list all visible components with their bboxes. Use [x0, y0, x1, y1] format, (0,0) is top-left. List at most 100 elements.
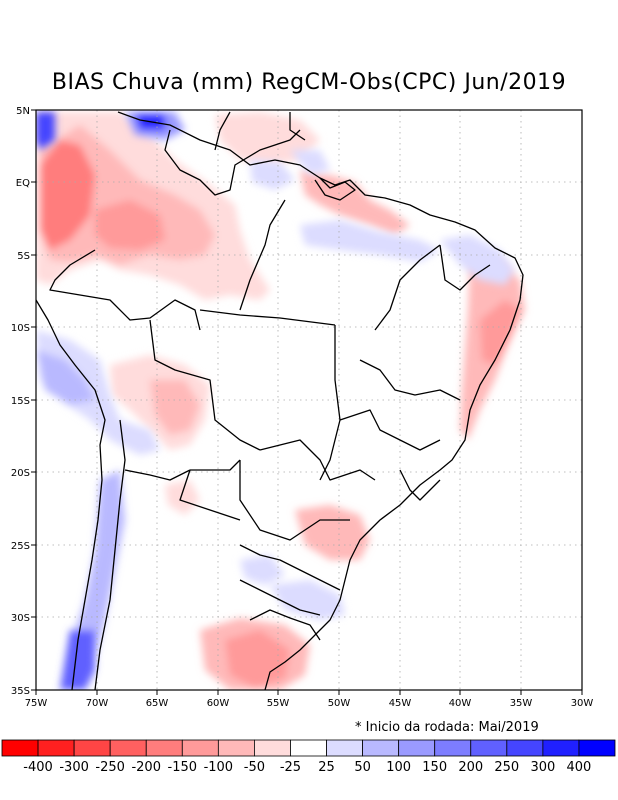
border-state-14 [239, 579, 321, 616]
colorbar-label: 250 [494, 760, 519, 775]
colorbar-box [326, 739, 363, 757]
border-state-1 [199, 309, 336, 326]
colorbar-boxes [1, 739, 616, 757]
border-state-4 [149, 319, 261, 451]
bias-patch-amapa-east [250, 160, 295, 190]
border-state-15 [249, 609, 321, 641]
colorbar-box [578, 739, 616, 757]
lat-label: 30S [11, 613, 30, 624]
border-state-16 [124, 469, 191, 481]
lon-label: 55W [267, 698, 290, 709]
coastline-and-borders [36, 111, 524, 690]
colorbar-label: 50 [354, 760, 371, 775]
lon-label: 45W [389, 698, 412, 709]
colorbar-box [254, 739, 291, 757]
lat-label: 15S [11, 396, 30, 407]
andes-border [94, 419, 126, 690]
lat-label: 25S [11, 541, 30, 552]
border-state-11 [190, 459, 241, 471]
amazon-delta [314, 177, 356, 201]
lon-label: 60W [207, 698, 230, 709]
colorbar: -400 -300 -250 -200 -150 -100 -50 -25 25… [1, 739, 616, 775]
colorbar-labels: -400 -300 -250 -200 -150 -100 -50 -25 25… [23, 760, 591, 775]
border-state-8 [359, 359, 461, 401]
colorbar-box [181, 739, 219, 757]
border-state-9 [339, 409, 441, 451]
lat-label: 5S [17, 251, 30, 262]
colorbar-box [217, 739, 255, 757]
colorbar-label: 200 [458, 760, 483, 775]
border-state-3 [239, 199, 286, 311]
colorbar-box [362, 739, 400, 757]
bias-patch-chile-south [60, 630, 95, 690]
bias-patch-mato-grosso-core [150, 380, 200, 435]
bias-patch-peru-core [36, 350, 95, 405]
colorbar-label: -250 [95, 760, 125, 775]
bias-patch-paraguay [165, 480, 200, 515]
run-start-note: * Inicio da rodada: Mai/2019 [355, 720, 539, 735]
bias-patch-sao-paulo-south [240, 555, 285, 585]
lat-label: 10S [11, 323, 30, 334]
border-state-12 [179, 469, 241, 521]
colorbar-label: 300 [530, 760, 555, 775]
colorbar-label: -400 [23, 760, 53, 775]
colorbar-box [506, 739, 544, 757]
colorbar-box [542, 739, 580, 757]
colorbar-label: -100 [204, 760, 234, 775]
colorbar-label: -200 [131, 760, 161, 775]
border-state-2 [319, 325, 341, 481]
bias-patch-north-coast [290, 150, 330, 175]
pacific-coastline [36, 299, 106, 690]
bias-patch-uruguay-core [225, 630, 290, 688]
map-title: BIAS Chuva (mm) RegCM-Obs(CPC) Jun/2019 [51, 70, 567, 95]
colorbar-label: -25 [280, 760, 301, 775]
colorbar-label: 150 [422, 760, 447, 775]
colorbar-label: -300 [59, 760, 89, 775]
colorbar-box [1, 739, 39, 757]
lat-label: 20S [11, 468, 30, 479]
bias-patch-parana [295, 505, 370, 560]
colorbar-box [73, 739, 111, 757]
positive-bias-regions [36, 112, 515, 690]
bias-patch-colombia [40, 140, 95, 250]
bias-patch-para-east [300, 220, 440, 262]
colorbar-box [290, 739, 327, 757]
colorbar-box [109, 739, 147, 757]
colorbar-box [145, 739, 183, 757]
border-state-17 [399, 469, 441, 501]
lat-label: 35S [11, 686, 30, 697]
border-state-10 [239, 460, 350, 541]
border-state-5 [259, 439, 376, 481]
bias-patch-rio-grande [270, 580, 345, 620]
south-america-coastline [117, 111, 524, 690]
bias-patch-maranhao [440, 235, 515, 285]
bias-patch-ne-coast-strong [480, 300, 520, 365]
border-amazon-west [49, 249, 201, 331]
bias-map: 75W 70W 65W 60W 55W 50W 45W 40W 35W 30W … [11, 106, 594, 709]
lon-label: 30W [571, 698, 594, 709]
colorbar-box [434, 739, 472, 757]
colorbar-label: 25 [318, 760, 335, 775]
border-brazil-north [164, 129, 301, 196]
border-state-13 [239, 544, 341, 591]
bias-patch-nw-corner [36, 112, 55, 150]
lon-label: 35W [510, 698, 533, 709]
tick-marks [31, 109, 583, 695]
lon-label: 65W [146, 698, 169, 709]
colorbar-label: -50 [244, 760, 265, 775]
colorbar-box [470, 739, 508, 757]
lon-label: 70W [86, 698, 109, 709]
colorbar-label: -150 [168, 760, 198, 775]
bias-patch-amazon-west [95, 200, 165, 250]
lon-label: 75W [25, 698, 48, 709]
lon-label: 40W [449, 698, 472, 709]
colorbar-box [398, 739, 436, 757]
lat-label: EQ [16, 178, 30, 189]
colorbar-box [37, 739, 75, 757]
lon-label: 50W [328, 698, 351, 709]
colorbar-label: 100 [386, 760, 411, 775]
colorbar-label: 400 [567, 760, 592, 775]
border-state-7 [439, 244, 491, 291]
border-state-6 [374, 244, 441, 331]
border-state-19 [214, 111, 231, 151]
